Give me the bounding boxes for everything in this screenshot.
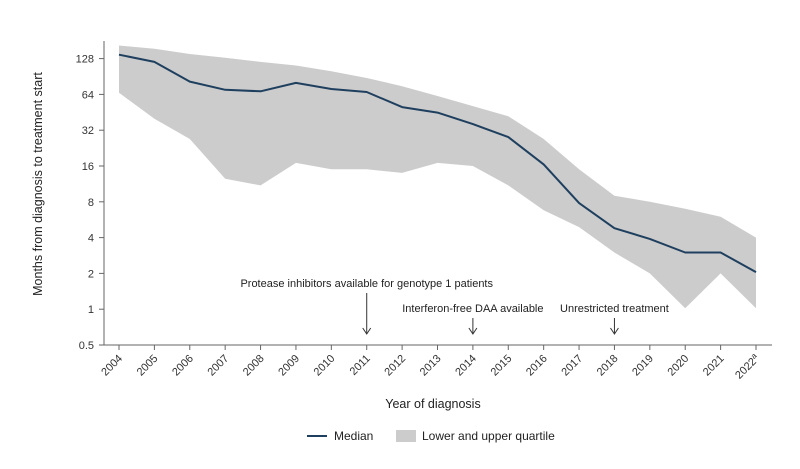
y-axis-title: Months from diagnosis to treatment start	[31, 72, 45, 296]
legend: Median Lower and upper quartile	[307, 429, 555, 443]
y-tick-label: 32	[82, 125, 94, 137]
x-tick-label: 2011	[348, 353, 373, 378]
x-tick-label: 2014	[453, 353, 479, 379]
y-tick-label: 4	[88, 233, 94, 245]
x-tick-label: 2020	[666, 353, 692, 379]
legend-band-label: Lower and upper quartile	[422, 429, 555, 443]
x-tick-label: 2012	[382, 353, 408, 379]
x-tick-label: 2017	[559, 353, 585, 379]
x-tick-superscript: a	[749, 351, 759, 361]
median-line-layer	[118, 53, 757, 273]
x-tick-label: 2016	[524, 353, 550, 379]
annotation-arrowhead	[362, 327, 372, 335]
x-tick-label: 2006	[170, 353, 196, 379]
annotation-label: Interferon-free DAA available	[402, 303, 543, 315]
x-tick-label: 2019	[630, 353, 656, 379]
x-tick-label: 2015	[489, 353, 515, 379]
y-tick-label: 16	[82, 161, 94, 173]
x-tick-label: 2010	[312, 353, 338, 379]
annotation-arrowhead	[610, 327, 619, 335]
annotation-arrowhead	[468, 327, 478, 335]
x-tick-label: 2007	[205, 353, 231, 379]
x-tick-label: 2018	[595, 353, 621, 379]
y-tick-label: 1	[88, 304, 94, 316]
annotation-label: Protease inhibitors available for genoty…	[240, 278, 493, 290]
x-tick-label: 2005	[135, 353, 161, 379]
x-tick-label: 2009	[276, 353, 302, 379]
quartile-band-layer	[119, 45, 756, 309]
legend-median-label: Median	[334, 429, 373, 443]
x-tick-label: 2022a	[732, 351, 763, 382]
y-tick-label: 8	[88, 197, 94, 209]
y-tick-label: 0.5	[79, 340, 94, 352]
annotations: Protease inhibitors available for genoty…	[240, 278, 669, 335]
y-tick-label: 128	[76, 54, 94, 66]
annotation-label: Unrestricted treatment	[560, 303, 669, 315]
legend-band-swatch	[396, 430, 416, 442]
y-tick-label: 64	[82, 89, 94, 101]
x-tick-label: 2021	[701, 353, 727, 379]
quartile-band	[119, 45, 756, 309]
x-ticks: 2004 2005 2006 2007 2008 2009 2010 2011 2012 2013…	[99, 345, 763, 382]
x-axis-title: Year of diagnosis	[385, 397, 480, 411]
x-tick-label: 2013	[418, 353, 444, 379]
x-tick-label: 2008	[241, 353, 267, 379]
x-tick-label: 2004	[99, 353, 125, 379]
y-ticks: 0.5 1 2 4 8 16 32 64 128	[76, 54, 104, 352]
y-tick-label: 2	[88, 268, 94, 280]
